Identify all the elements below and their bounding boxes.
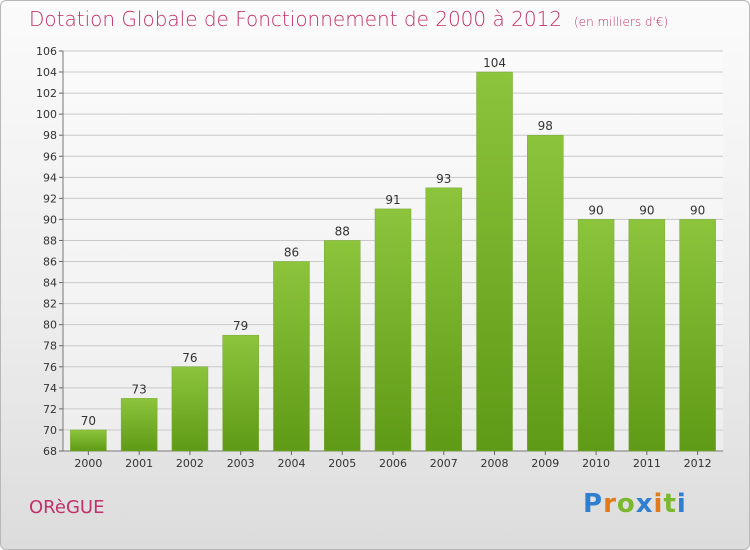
- logo-letter: t: [663, 489, 677, 519]
- bar: [171, 366, 209, 452]
- y-tick-label: 102: [36, 87, 57, 100]
- y-tick-label: 80: [43, 319, 57, 332]
- y-tick-label: 84: [43, 277, 57, 290]
- commune-name: ORèGUE: [29, 497, 105, 518]
- y-tick-label: 94: [43, 171, 57, 184]
- y-tick-label: 78: [43, 340, 57, 353]
- logo-letter: i: [676, 489, 687, 519]
- logo-letter: i: [653, 489, 664, 519]
- bar-value-label: 88: [335, 224, 350, 238]
- x-tick-label: 2011: [633, 457, 661, 470]
- chart-subtitle: (en milliers d'€): [574, 15, 669, 29]
- x-tick-label: 2008: [481, 457, 509, 470]
- bar: [527, 134, 564, 452]
- y-tick-label: 68: [43, 445, 57, 458]
- y-tick-label: 90: [43, 213, 57, 226]
- y-tick-label: 70: [43, 424, 57, 437]
- logo-letter: o: [616, 489, 636, 519]
- y-tick-label: 106: [36, 45, 57, 58]
- x-tick-label: 2002: [176, 457, 204, 470]
- bar: [222, 334, 259, 452]
- bar-value-label: 70: [81, 414, 96, 428]
- bar-value-label: 90: [690, 203, 705, 217]
- bar-value-label: 73: [132, 382, 147, 396]
- y-tick-label: 104: [36, 66, 57, 79]
- bar: [374, 208, 412, 452]
- x-tick-label: 2004: [277, 457, 305, 470]
- bar-value-label: 90: [639, 203, 654, 217]
- bar-value-label: 98: [538, 119, 553, 133]
- y-tick-label: 100: [36, 108, 57, 121]
- x-tick-label: 2001: [125, 457, 153, 470]
- bar: [323, 240, 361, 452]
- x-tick-label: 2003: [227, 457, 255, 470]
- x-tick-label: 2006: [379, 457, 407, 470]
- bar: [628, 219, 666, 452]
- bar-value-label: 76: [182, 351, 197, 365]
- y-tick-label: 76: [43, 361, 57, 374]
- x-tick-label: 2007: [430, 457, 458, 470]
- bar: [476, 71, 513, 452]
- bar: [679, 219, 716, 452]
- bar: [577, 219, 615, 452]
- bar: [273, 261, 310, 452]
- chart-title: Dotation Globale de Fonctionnement de 20…: [29, 7, 668, 31]
- y-tick-label: 88: [43, 234, 57, 247]
- chart-title-text: Dotation Globale de Fonctionnement de 20…: [29, 7, 562, 31]
- bar-value-label: 79: [233, 319, 248, 333]
- y-tick-label: 72: [43, 403, 57, 416]
- logo-letter: r: [603, 489, 617, 519]
- logo-letter: P: [583, 489, 604, 519]
- bar-value-label: 104: [483, 56, 506, 70]
- x-tick-label: 2012: [684, 457, 712, 470]
- x-tick-label: 2000: [74, 457, 102, 470]
- bar: [425, 187, 463, 452]
- x-tick-label: 2010: [582, 457, 610, 470]
- x-tick-label: 2005: [328, 457, 356, 470]
- y-tick-label: 96: [43, 150, 57, 163]
- bar-value-label: 86: [284, 246, 299, 260]
- logo-letter: x: [635, 489, 654, 519]
- x-tick-label: 2009: [531, 457, 559, 470]
- y-tick-label: 74: [43, 382, 57, 395]
- bar-value-label: 93: [436, 172, 451, 186]
- bar-value-label: 90: [588, 203, 603, 217]
- bar: [120, 398, 158, 452]
- y-tick-label: 92: [43, 192, 57, 205]
- y-tick-label: 98: [43, 129, 57, 142]
- bar: [70, 429, 107, 452]
- y-tick-label: 82: [43, 298, 57, 311]
- bar-value-label: 91: [385, 193, 400, 207]
- y-tick-label: 86: [43, 256, 57, 269]
